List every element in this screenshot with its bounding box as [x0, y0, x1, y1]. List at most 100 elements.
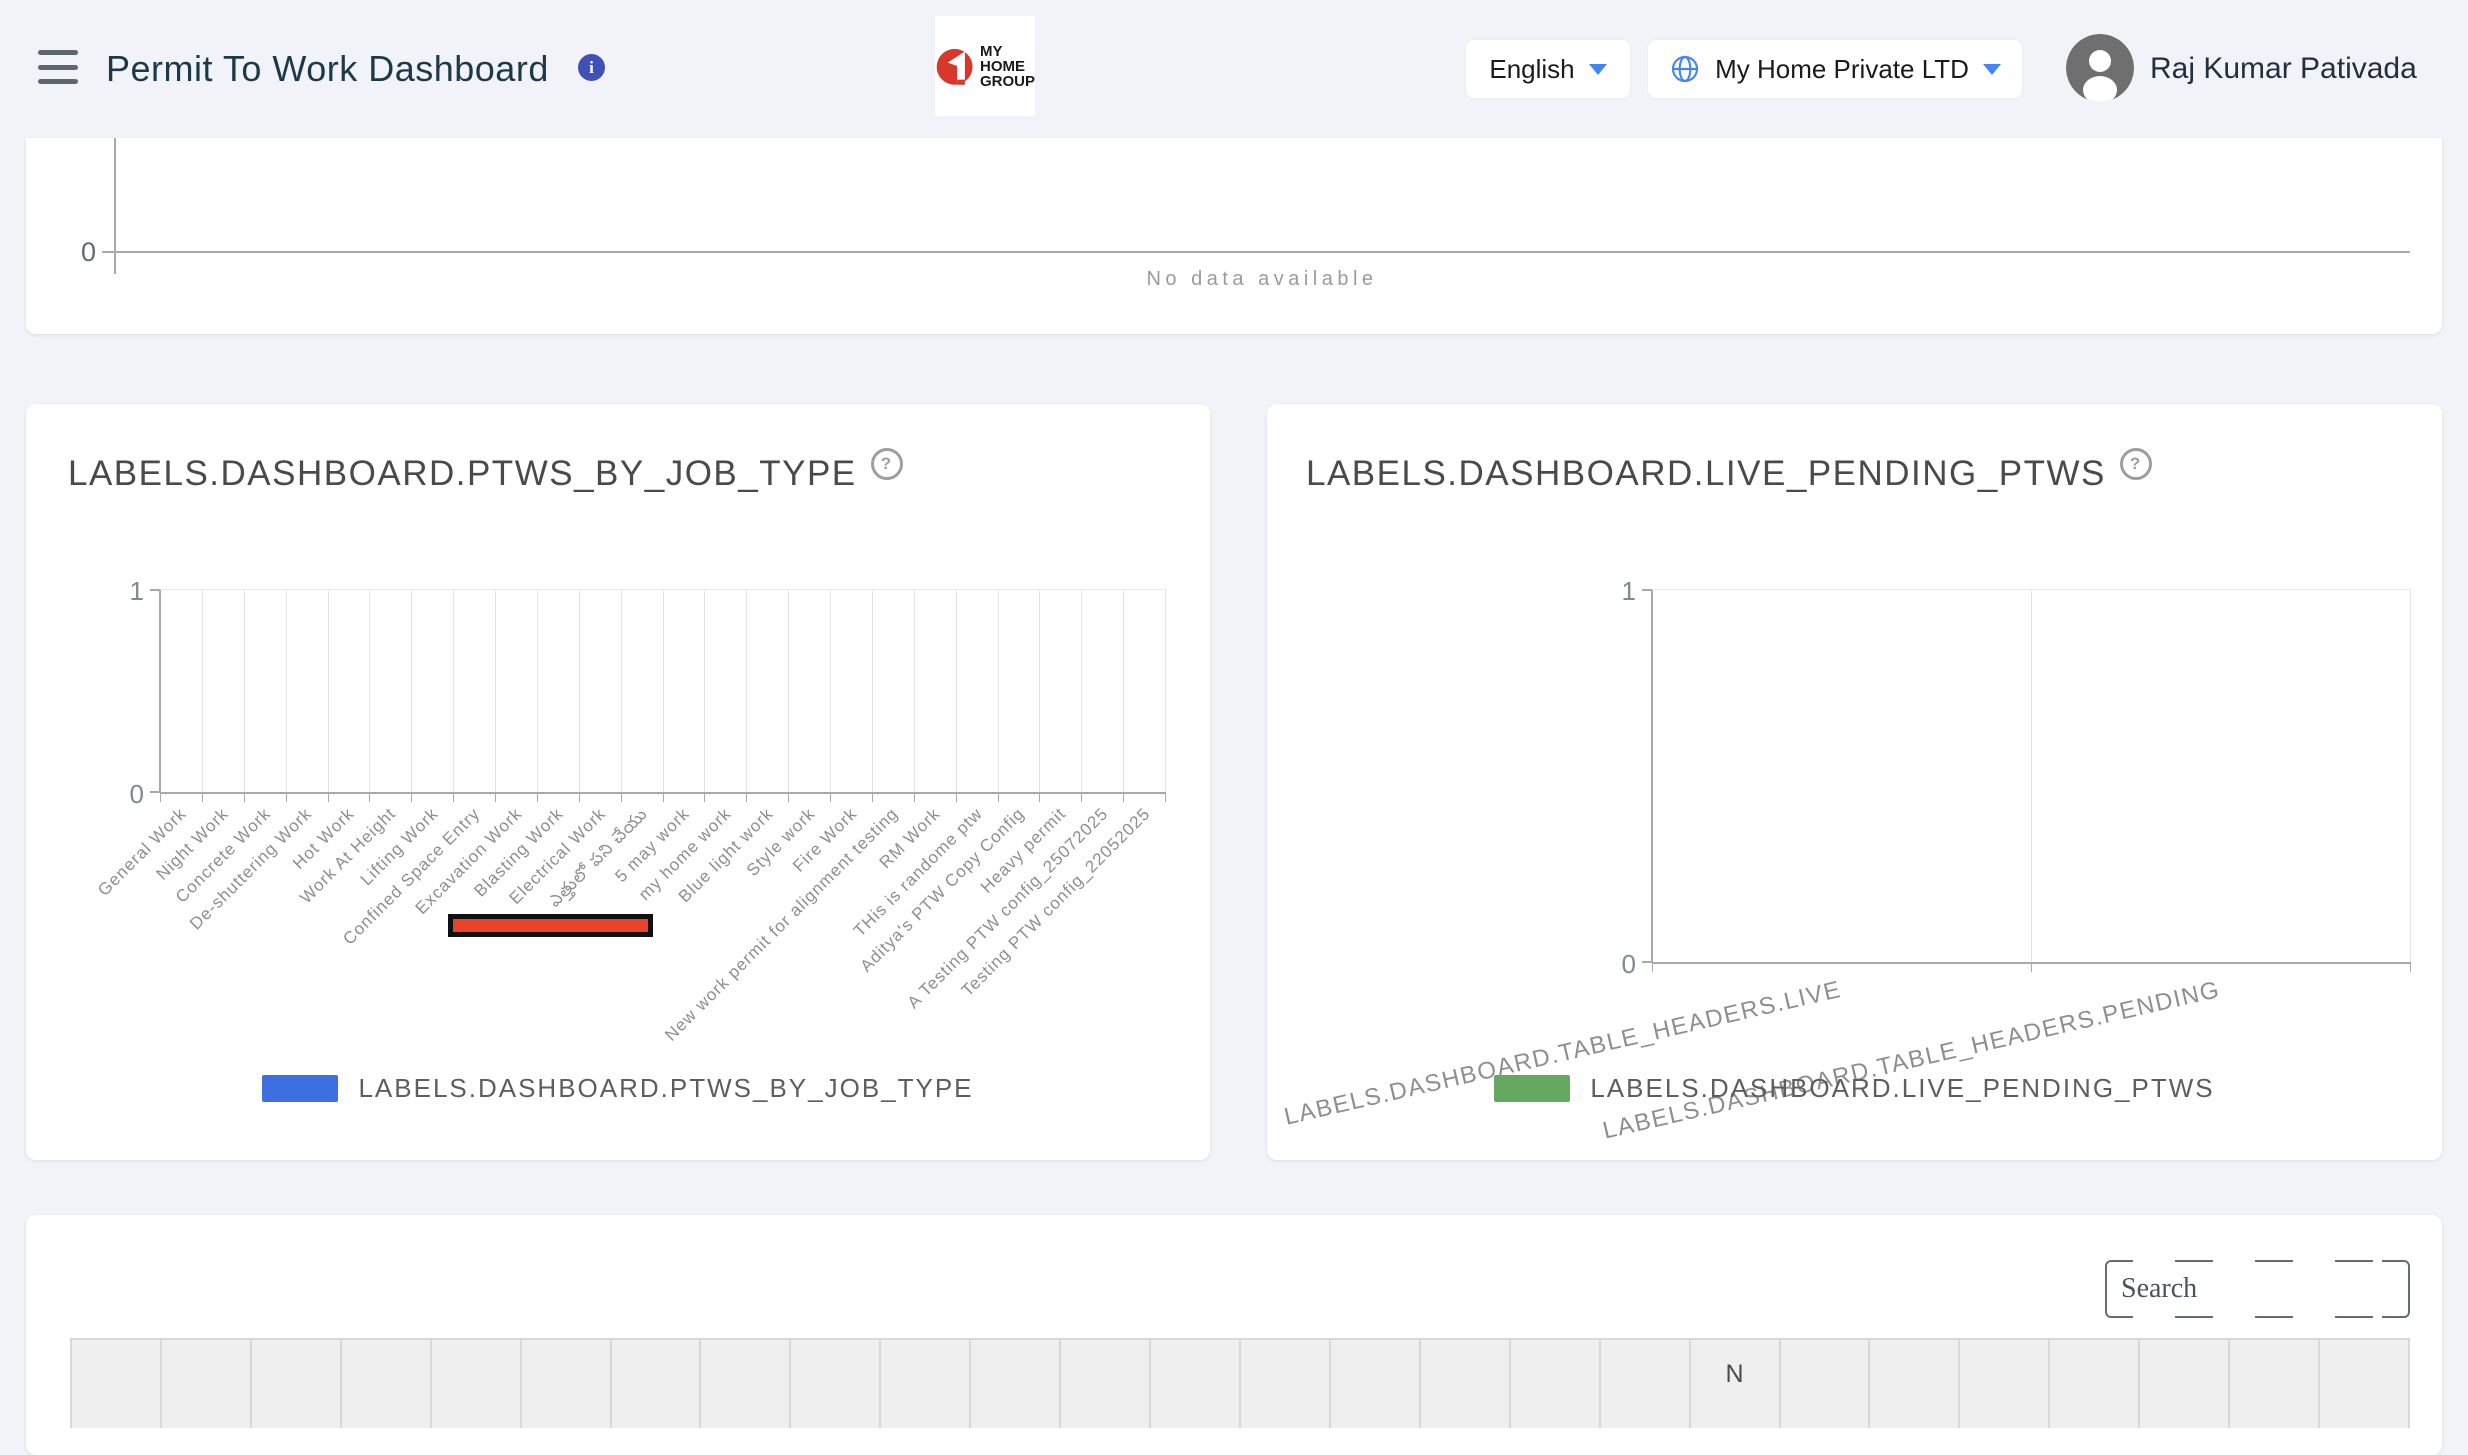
y-axis-line — [159, 589, 161, 792]
x-axis-tick — [1039, 792, 1040, 802]
x-axis-tick — [411, 792, 412, 802]
y-axis-tick-label: 0 — [1621, 949, 1636, 979]
language-selector[interactable]: English — [1466, 40, 1630, 98]
table-header-cell — [2320, 1340, 2410, 1428]
ptws-by-job-type-card: LABELS.DASHBOARD.PTWS_BY_JOB_TYPE? 1 0 G… — [26, 404, 1210, 1160]
chart-legend[interactable]: LABELS.DASHBOARD.LIVE_PENDING_PTWS — [1267, 1068, 2442, 1108]
search-box — [2105, 1259, 2410, 1319]
legend-label: LABELS.DASHBOARD.PTWS_BY_JOB_TYPE — [358, 1072, 974, 1103]
table-header-cell — [1960, 1340, 2051, 1428]
x-axis-tick — [328, 792, 329, 802]
table-header-cell — [1151, 1340, 1241, 1428]
permit-to-work-dashboard: { "header": { "title": "Permit To Work D… — [26, 16, 2442, 1455]
gridline — [286, 589, 287, 792]
x-axis-tick — [1652, 962, 1653, 972]
bar-chart-plot-area: General Work Night Work Concrete Work De-sh… — [95, 589, 1166, 1045]
table-header-cell — [1330, 1340, 1421, 1428]
gridline — [998, 589, 999, 792]
x-axis-tick — [369, 792, 370, 802]
user-avatar[interactable] — [2066, 34, 2134, 102]
logo-mark-icon — [936, 48, 973, 85]
legend-label: LABELS.DASHBOARD.LIVE_PENDING_PTWS — [1590, 1072, 2215, 1103]
user-name: Raj Kumar Pativada — [2150, 52, 2417, 85]
gridline — [621, 589, 622, 792]
gridline — [746, 589, 747, 792]
table-header-cell — [1870, 1340, 1961, 1428]
table-header-row: N — [70, 1338, 2410, 1428]
globe-icon — [1672, 55, 1699, 83]
gridline — [1123, 589, 1124, 792]
gridline — [788, 589, 789, 792]
language-selector-label: English — [1489, 53, 1575, 84]
table-header-cell — [611, 1340, 702, 1428]
table-header-cell — [431, 1340, 522, 1428]
table-header-cell — [251, 1340, 342, 1428]
gridline — [2410, 589, 2411, 962]
search-input[interactable] — [2105, 1260, 2410, 1318]
logo-wordmark: MY HOME GROUP — [979, 42, 1035, 90]
live-pending-ptws-card: LABELS.DASHBOARD.LIVE_PENDING_PTWS? 1 0 … — [1267, 404, 2442, 1160]
gridline — [202, 589, 203, 792]
chart-title: LABELS.DASHBOARD.LIVE_PENDING_PTWS? — [1306, 448, 2152, 496]
table-header-cell — [1780, 1340, 1871, 1428]
x-axis-tick — [2410, 962, 2411, 972]
gridline — [663, 589, 664, 792]
x-axis-tick — [746, 792, 747, 802]
chart-legend[interactable]: LABELS.DASHBOARD.PTWS_BY_JOB_TYPE — [26, 1068, 1210, 1108]
person-icon — [2066, 34, 2134, 102]
gridline — [369, 589, 370, 792]
y-axis-tick-label: 0 — [80, 237, 96, 267]
gridline — [914, 589, 915, 792]
table-header-cell — [791, 1340, 882, 1428]
border-glitch — [2133, 1259, 2382, 1263]
gridline — [872, 589, 873, 792]
info-icon[interactable]: i — [578, 54, 605, 81]
x-axis-tick — [956, 792, 957, 802]
no-data-chart-card: 0 No data available — [26, 138, 2442, 334]
gridline — [495, 589, 496, 792]
table-header-cell — [2140, 1340, 2231, 1428]
x-axis-tick — [160, 792, 161, 802]
table-header-cell — [72, 1340, 162, 1428]
y-axis-tick-label: 1 — [1621, 576, 1636, 606]
table-header-cell — [881, 1340, 972, 1428]
table-header-cell — [2230, 1340, 2321, 1428]
gridline — [537, 589, 538, 792]
company-selector-label: My Home Private LTD — [1715, 53, 1969, 84]
table-header-cell — [701, 1340, 792, 1428]
x-axis-tick — [788, 792, 789, 802]
table-header-cell: N — [1690, 1340, 1781, 1428]
y-axis-tick — [1642, 589, 1652, 591]
table-header-cell — [1420, 1340, 1511, 1428]
x-axis-tick — [1165, 792, 1166, 802]
x-axis-tick — [998, 792, 999, 802]
y-axis-line — [114, 138, 116, 274]
gridline — [1039, 589, 1040, 792]
x-axis-line — [1652, 962, 2410, 964]
chevron-down-icon — [1588, 63, 1607, 75]
y-axis-tick-label: 0 — [129, 779, 144, 809]
gridline — [579, 589, 580, 792]
table-header-cell — [1510, 1340, 1601, 1428]
gridline — [2031, 589, 2032, 962]
x-axis-tick — [2031, 962, 2032, 972]
x-axis-tick — [495, 792, 496, 802]
x-axis-tick — [1123, 792, 1124, 802]
x-axis-tick — [453, 792, 454, 802]
highlighted-bar — [448, 914, 653, 937]
menu-hamburger-icon[interactable] — [38, 50, 78, 84]
gridline — [830, 589, 831, 792]
table-header-cell — [1061, 1340, 1152, 1428]
y-axis-tick-label: 1 — [129, 576, 144, 606]
x-axis-tick — [914, 792, 915, 802]
gridline — [704, 589, 705, 792]
help-icon[interactable]: ? — [2119, 448, 2152, 480]
help-icon[interactable]: ? — [870, 448, 903, 480]
legend-swatch — [1494, 1074, 1571, 1102]
y-axis-tick — [150, 791, 160, 793]
chart-title: LABELS.DASHBOARD.PTWS_BY_JOB_TYPE? — [68, 448, 903, 496]
table-header-cell — [971, 1340, 1062, 1428]
page-title: Permit To Work Dashboard — [106, 48, 549, 89]
bar-chart-plot-area: LABELS.DASHBOARD.TABLE_HEADERS.LIVE LABEL… — [1281, 589, 2411, 1145]
company-selector[interactable]: My Home Private LTD — [1648, 40, 2022, 98]
